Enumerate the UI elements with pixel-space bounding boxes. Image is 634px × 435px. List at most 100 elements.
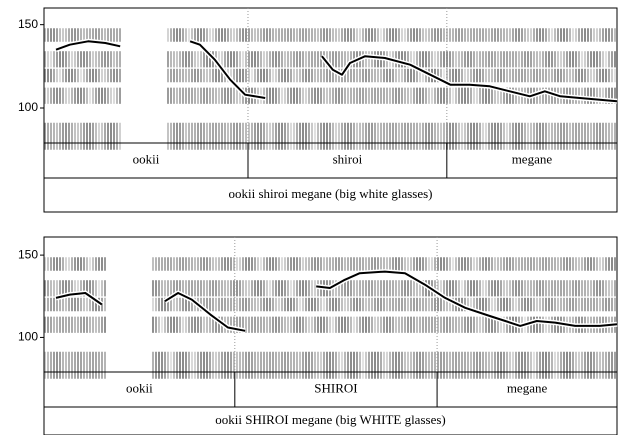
spectrogram-texture xyxy=(263,51,265,67)
spectrogram-texture xyxy=(392,88,394,104)
spectrogram-texture xyxy=(530,280,532,296)
spectrogram-texture xyxy=(347,257,349,271)
spectrogram-texture xyxy=(80,69,82,83)
spectrogram-texture xyxy=(257,317,259,333)
spectrogram-texture xyxy=(110,28,112,42)
spectrogram-texture xyxy=(560,257,562,271)
spectrogram-texture xyxy=(95,280,97,296)
spectrogram-texture xyxy=(482,317,484,333)
spectrogram-texture xyxy=(284,88,286,104)
spectrogram-texture xyxy=(47,51,49,67)
spectrogram-texture xyxy=(296,280,298,296)
spectrogram-texture xyxy=(590,69,592,83)
spectrogram-texture xyxy=(599,28,601,42)
spectrogram-texture xyxy=(548,123,550,150)
spectrogram-texture xyxy=(401,280,403,296)
spectrogram-texture xyxy=(551,69,553,83)
spectrogram-texture xyxy=(551,51,553,67)
spectrogram-texture xyxy=(425,317,427,333)
spectrogram-texture xyxy=(302,257,304,271)
spectrogram-texture xyxy=(377,28,379,42)
spectrogram-texture xyxy=(536,280,538,296)
spectrogram-texture xyxy=(233,28,235,42)
spectrogram-texture xyxy=(278,257,280,271)
spectrogram-texture xyxy=(287,28,289,42)
spectrogram-texture xyxy=(299,257,301,271)
spectrogram-texture xyxy=(389,352,391,379)
spectrogram-texture xyxy=(176,51,178,67)
spectrogram-texture xyxy=(308,69,310,83)
spectrogram-texture xyxy=(539,257,541,271)
spectrogram-texture xyxy=(83,257,85,271)
spectrogram-texture xyxy=(611,123,613,150)
spectrogram-texture xyxy=(416,352,418,379)
spectrogram-texture xyxy=(269,123,271,150)
spectrogram-texture xyxy=(380,69,382,83)
spectrogram-texture xyxy=(410,88,412,104)
spectrogram-texture xyxy=(278,51,280,67)
spectrogram-texture xyxy=(239,280,241,296)
spectrogram-texture xyxy=(503,69,505,83)
spectrogram-texture xyxy=(392,69,394,83)
spectrogram-texture xyxy=(452,28,454,42)
spectrogram-texture xyxy=(557,28,559,42)
spectrogram-texture xyxy=(440,298,442,312)
spectrogram-texture xyxy=(251,51,253,67)
spectrogram-texture xyxy=(401,88,403,104)
spectrogram-texture xyxy=(302,298,304,312)
spectrogram-texture xyxy=(512,28,514,42)
spectrogram-texture xyxy=(269,257,271,271)
spectrogram-texture xyxy=(335,352,337,379)
spectrogram-texture xyxy=(377,352,379,379)
spectrogram-texture xyxy=(356,123,358,150)
spectrogram-texture xyxy=(515,51,517,67)
spectrogram-texture xyxy=(278,69,280,83)
spectrogram-texture xyxy=(98,69,100,83)
spectrogram-texture xyxy=(302,69,304,83)
spectrogram-texture xyxy=(284,280,286,296)
spectrogram-texture xyxy=(461,257,463,271)
spectrogram-texture xyxy=(566,257,568,271)
spectrogram-texture xyxy=(206,69,208,83)
spectrogram-texture xyxy=(281,352,283,379)
spectrogram-texture xyxy=(215,280,217,296)
spectrogram-texture xyxy=(545,28,547,42)
spectrogram-texture xyxy=(176,88,178,104)
spectrogram-texture xyxy=(305,317,307,333)
spectrogram-texture xyxy=(452,352,454,379)
spectrogram-texture xyxy=(530,123,532,150)
spectrogram-texture xyxy=(365,317,367,333)
spectrogram-texture xyxy=(158,317,160,333)
spectrogram-texture xyxy=(395,280,397,296)
spectrogram-texture xyxy=(596,298,598,312)
spectrogram-texture xyxy=(608,257,610,271)
spectrogram-texture xyxy=(527,69,529,83)
spectrogram-texture xyxy=(419,51,421,67)
spectrogram-texture xyxy=(155,352,157,379)
spectrogram-texture xyxy=(593,352,595,379)
spectrogram-texture xyxy=(335,298,337,312)
spectrogram-texture xyxy=(458,317,460,333)
spectrogram-texture xyxy=(578,257,580,271)
spectrogram-texture xyxy=(587,28,589,42)
spectrogram-texture xyxy=(71,317,73,333)
spectrogram-texture xyxy=(485,28,487,42)
spectrogram-texture xyxy=(317,352,319,379)
spectrogram-texture xyxy=(419,352,421,379)
spectrogram-texture xyxy=(557,298,559,312)
spectrogram-texture xyxy=(500,69,502,83)
spectrogram-texture xyxy=(230,88,232,104)
spectrogram-texture xyxy=(245,28,247,42)
spectrogram-texture xyxy=(377,317,379,333)
spectrogram-texture xyxy=(419,123,421,150)
spectrogram-texture xyxy=(527,123,529,150)
spectrogram-texture xyxy=(164,352,166,379)
spectrogram-texture xyxy=(449,317,451,333)
spectrogram-texture xyxy=(281,280,283,296)
spectrogram-texture xyxy=(398,28,400,42)
spectrogram-texture xyxy=(221,280,223,296)
spectrogram-texture xyxy=(98,257,100,271)
spectrogram-texture xyxy=(488,298,490,312)
spectrogram-texture xyxy=(413,280,415,296)
spectrogram-texture xyxy=(314,28,316,42)
